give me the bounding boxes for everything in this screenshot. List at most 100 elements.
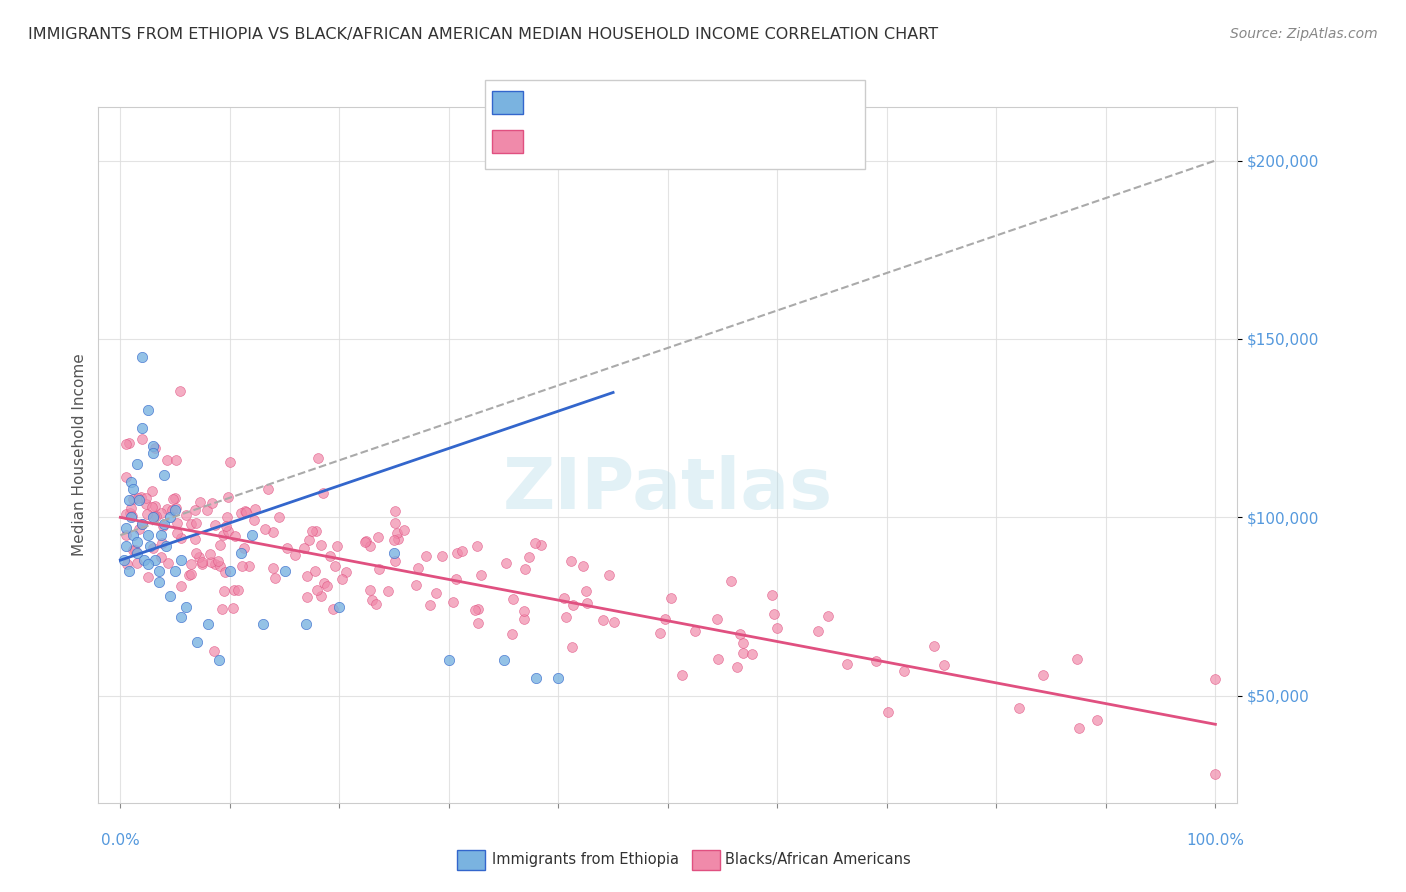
Point [156, 452, 179, 467]
Text: 100.0%: 100.0% [1187, 833, 1244, 848]
Point [131, 432, 153, 446]
Text: N =: N = [675, 134, 702, 148]
Point [382, 533, 405, 547]
Text: N =: N = [675, 95, 702, 110]
Point [451, 544, 474, 558]
Point [761, 588, 783, 602]
Point [1085, 713, 1108, 727]
Point [555, 610, 578, 624]
Point [114, 436, 136, 450]
Point [405, 577, 427, 591]
Point [575, 596, 598, 610]
Point [305, 524, 328, 538]
Point [446, 572, 468, 586]
Point [406, 561, 429, 575]
Point [155, 539, 177, 553]
Point [330, 573, 353, 587]
Text: R =: R = [530, 95, 557, 110]
Point [124, 542, 146, 557]
Point [115, 470, 138, 484]
Point [243, 513, 266, 527]
Point [415, 549, 437, 563]
Point [169, 553, 191, 567]
Point [297, 590, 319, 604]
Point [208, 559, 231, 574]
Point [118, 506, 141, 520]
Point [157, 556, 180, 570]
Point [877, 705, 900, 719]
Point [215, 518, 238, 533]
Point [419, 598, 441, 612]
Point [648, 626, 671, 640]
Point [1204, 767, 1226, 781]
Point [148, 564, 170, 578]
Point [125, 535, 148, 549]
Point [598, 568, 620, 582]
Point [572, 558, 595, 573]
Point [131, 350, 153, 364]
Point [136, 403, 159, 417]
Point [235, 505, 257, 519]
Point [219, 455, 242, 469]
Point [526, 671, 548, 685]
Point [217, 509, 239, 524]
Point [135, 491, 157, 505]
Point [165, 491, 187, 506]
Point [142, 541, 165, 555]
Point [284, 548, 307, 562]
Point [169, 610, 191, 624]
Text: 53: 53 [738, 95, 756, 110]
Point [152, 519, 174, 533]
Point [162, 491, 184, 506]
Point [654, 612, 676, 626]
Point [309, 538, 332, 552]
Point [156, 502, 179, 516]
Text: IMMIGRANTS FROM ETHIOPIA VS BLACK/AFRICAN AMERICAN MEDIAN HOUSEHOLD INCOME CORRE: IMMIGRANTS FROM ETHIOPIA VS BLACK/AFRICA… [28, 27, 938, 42]
Point [807, 624, 830, 638]
Point [924, 639, 946, 653]
Point [222, 601, 245, 615]
Point [222, 583, 245, 598]
Point [149, 549, 172, 564]
Text: Immigrants from Ethiopia: Immigrants from Ethiopia [492, 853, 679, 867]
Point [160, 503, 183, 517]
Point [865, 654, 887, 668]
Point [387, 533, 409, 547]
Point [257, 482, 280, 496]
Point [377, 584, 399, 599]
Point [165, 564, 187, 578]
Text: ZIPatlas: ZIPatlas [503, 455, 832, 524]
Point [323, 559, 346, 574]
Point [211, 602, 233, 616]
Point [603, 615, 626, 629]
Point [165, 453, 187, 467]
Point [217, 490, 239, 504]
Point [122, 482, 145, 496]
Point [224, 529, 246, 543]
Point [202, 643, 225, 657]
Point [733, 646, 755, 660]
Point [837, 657, 859, 671]
Point [226, 582, 249, 597]
Point [191, 555, 214, 569]
Point [131, 421, 153, 435]
Point [191, 558, 214, 572]
Point [195, 503, 218, 517]
Point [165, 503, 187, 517]
Point [141, 483, 163, 498]
Point [127, 491, 149, 505]
Point [135, 497, 157, 511]
Point [120, 501, 142, 516]
Point [122, 543, 145, 558]
Point [513, 612, 536, 626]
Point [574, 583, 596, 598]
Point [125, 457, 148, 471]
Point [229, 506, 252, 520]
Point [530, 538, 553, 552]
Point [515, 562, 537, 576]
Point [153, 517, 176, 532]
Point [120, 510, 142, 524]
Point [233, 541, 256, 556]
Point [217, 524, 239, 538]
Point [211, 527, 233, 541]
